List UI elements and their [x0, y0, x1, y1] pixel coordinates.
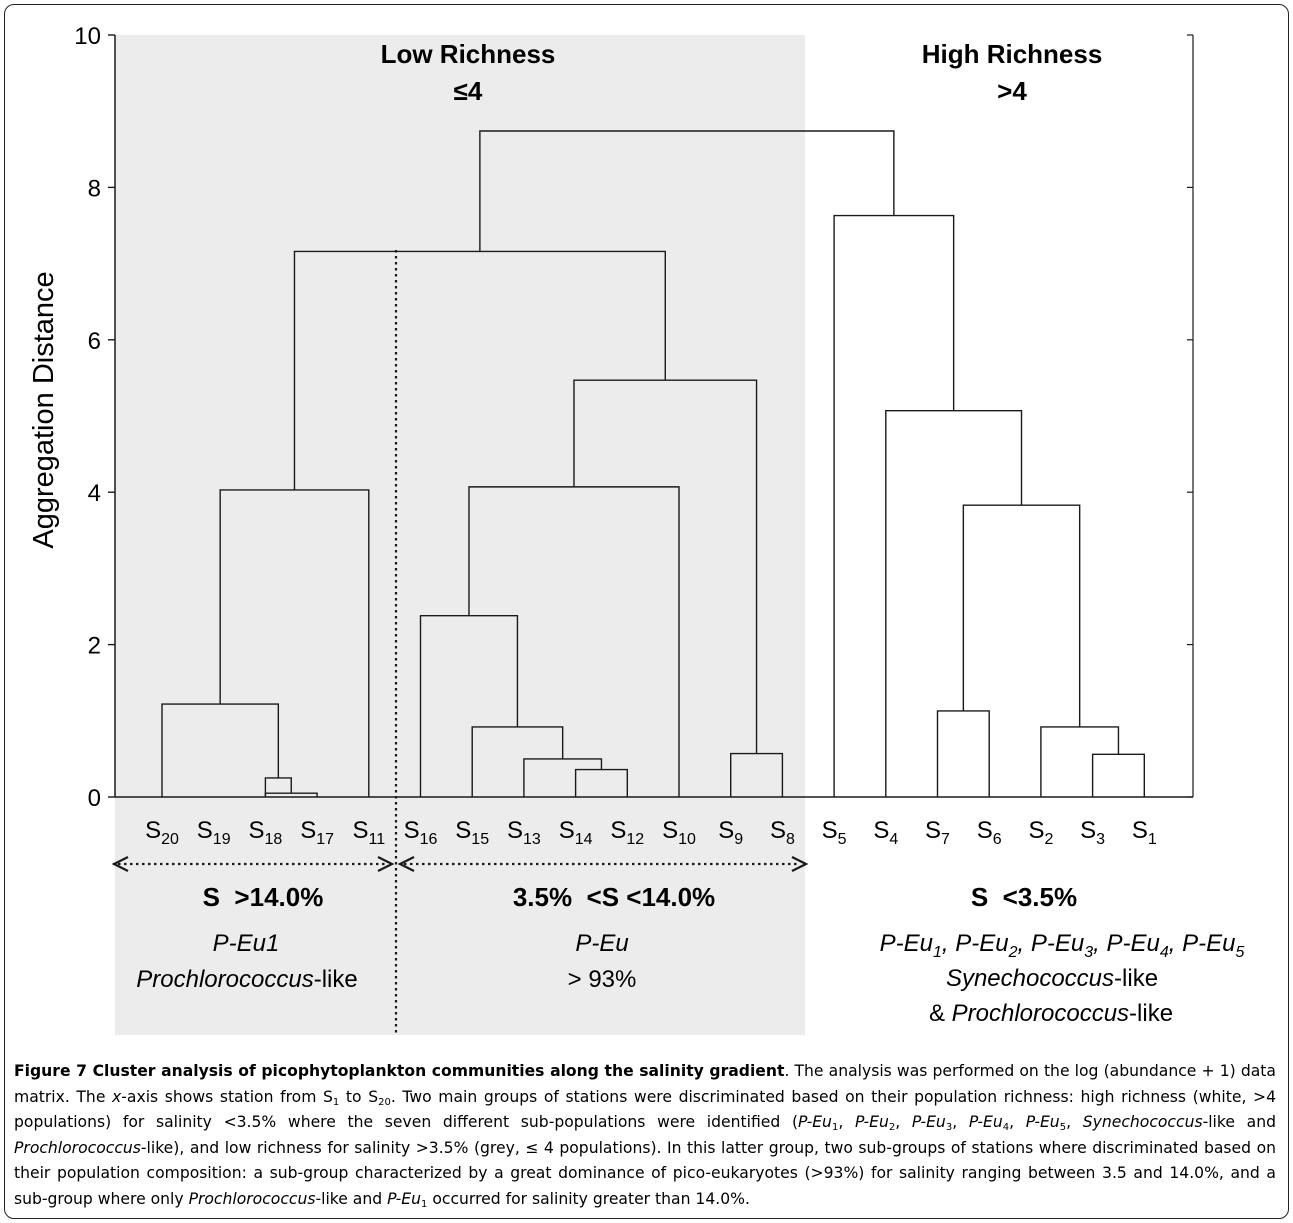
y-axis-label: Aggregation Distance [28, 271, 60, 548]
salinity-label-low: S <3.5% [971, 882, 1077, 912]
salinity-label-mid: 3.5% <S <14.0% [513, 882, 715, 912]
y-tick-label: 8 [88, 175, 101, 202]
dendrogram-link [962, 504, 1081, 727]
low-richness-shading [115, 35, 805, 1035]
leaf-label: S11 [352, 817, 385, 848]
leaf-label: S7 [925, 817, 950, 848]
leaf-label: S2 [1028, 817, 1053, 848]
composition-low-line3: & Prochlorococcus-like [929, 1000, 1173, 1027]
composition-high-line2: Prochlorococcus-like [136, 966, 357, 993]
y-tick-label: 2 [88, 633, 101, 660]
dendrogram-links [161, 130, 1145, 797]
dendrogram-chart: 0 2 4 6 8 10 Aggregation Distance Low Richnes… [28, 23, 1245, 1035]
dendrogram-link [936, 710, 990, 797]
leaf-labels: S20 S19 S18 S17 S11 S16 S15 S13 S14 S12 S10 S9 S8 S5 S… [145, 817, 1157, 848]
leaf-label: S1 [1132, 817, 1157, 848]
arrowhead-right-2 [791, 856, 809, 872]
y-tick-label: 6 [88, 328, 101, 355]
dendrogram-link [479, 130, 895, 252]
group-title-high: High Richness [922, 39, 1103, 69]
group-subtitle-high: >4 [997, 76, 1027, 106]
leaf-label: S19 [197, 817, 231, 848]
figure-frame [4, 4, 1289, 1219]
leaf-label: S15 [455, 817, 489, 848]
leaf-label: S12 [610, 817, 644, 848]
y-tick-label: 4 [88, 480, 101, 507]
leaf-label: S4 [873, 817, 898, 848]
leaf-label: S9 [718, 817, 743, 848]
y-ticks [108, 34, 1193, 798]
composition-high-line1: P-Eu1 [213, 930, 280, 957]
group-title-low: Low Richness [381, 39, 556, 69]
caption-title: Figure 7 Cluster analysis of picophytopl… [14, 1062, 785, 1080]
y-tick-label: 0 [88, 785, 101, 812]
leaf-label: S17 [300, 817, 334, 848]
dendrogram-link [833, 214, 955, 797]
dendrogram-link [1040, 726, 1120, 797]
composition-low-line2: Synechococcus-like [946, 965, 1158, 992]
y-tick-label: 10 [74, 23, 101, 50]
group-subtitle-low: ≤4 [454, 76, 483, 106]
leaf-label: S16 [404, 817, 438, 848]
arrowhead-left-2 [397, 856, 415, 872]
composition-mid-line1: P-Eu [575, 930, 628, 957]
leaf-label: S14 [559, 817, 593, 848]
leaf-label: S8 [770, 817, 795, 848]
arrowhead-right-1 [377, 856, 395, 872]
dendrogram-link [885, 409, 1023, 797]
leaf-label: S10 [662, 817, 696, 848]
leaf-label: S18 [248, 817, 282, 848]
salinity-label-high: S >14.0% [203, 882, 324, 912]
composition-low-line1: P-Eu1, P-Eu2, P-Eu3, P-Eu4, P-Eu5 [880, 930, 1245, 961]
dendrogram-link [1091, 753, 1145, 797]
figure-caption: Figure 7 Cluster analysis of picophytopl… [14, 1062, 1277, 1210]
arrowhead-left-1 [111, 856, 129, 872]
leaf-label: S13 [507, 817, 541, 848]
composition-mid-line2: > 93% [568, 966, 637, 993]
y-tick-labels: 0 2 4 6 8 10 [74, 23, 101, 812]
leaf-label: S5 [822, 817, 847, 848]
leaf-label: S20 [145, 817, 179, 848]
leaf-label: S6 [977, 817, 1002, 848]
leaf-label: S3 [1080, 817, 1105, 848]
